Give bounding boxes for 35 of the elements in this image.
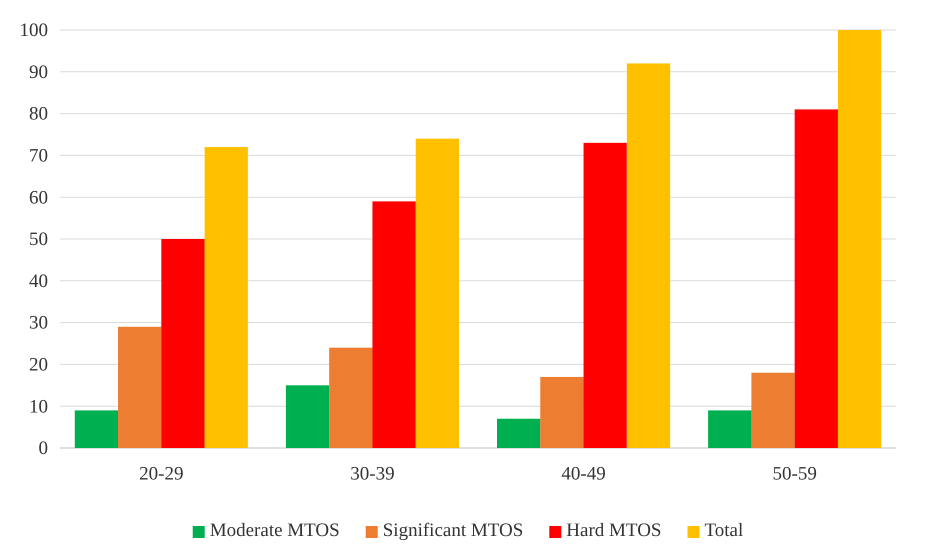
x-tick-label: 40-49 — [561, 463, 606, 484]
bar — [497, 418, 540, 448]
bar — [74, 410, 118, 448]
y-tick-label: 10 — [29, 396, 48, 418]
legend-label: Moderate MTOS — [210, 520, 340, 541]
y-tick-label: 20 — [29, 354, 48, 376]
legend-label: Hard MTOS — [566, 520, 662, 541]
bar — [329, 348, 372, 448]
bar — [161, 239, 205, 448]
y-tick-label: 50 — [29, 229, 48, 250]
x-tick-label: 50-59 — [772, 463, 817, 484]
bar — [751, 372, 795, 448]
y-tick-label: 60 — [29, 187, 48, 208]
bar — [708, 410, 752, 448]
y-tick-label: 100 — [20, 20, 48, 42]
y-tick-label: 80 — [29, 104, 48, 125]
y-tick-label: 40 — [29, 270, 48, 292]
bar — [838, 30, 882, 448]
bar — [584, 142, 627, 448]
bar — [540, 376, 584, 448]
bar — [372, 201, 416, 448]
bar — [118, 326, 162, 448]
legend-label: Significant MTOS — [382, 520, 524, 541]
legend-label: Total — [704, 520, 744, 541]
bar — [204, 147, 248, 448]
x-tick-label: 30-39 — [350, 463, 395, 484]
bar — [416, 138, 459, 448]
x-tick-label: 20-29 — [139, 463, 184, 484]
y-tick-label: 70 — [29, 145, 48, 166]
bar — [626, 63, 670, 448]
y-tick-label: 90 — [29, 62, 48, 83]
y-tick-label: 30 — [29, 312, 48, 334]
bar — [794, 109, 838, 448]
y-tick-label: 0 — [38, 438, 48, 460]
bar — [286, 385, 330, 448]
